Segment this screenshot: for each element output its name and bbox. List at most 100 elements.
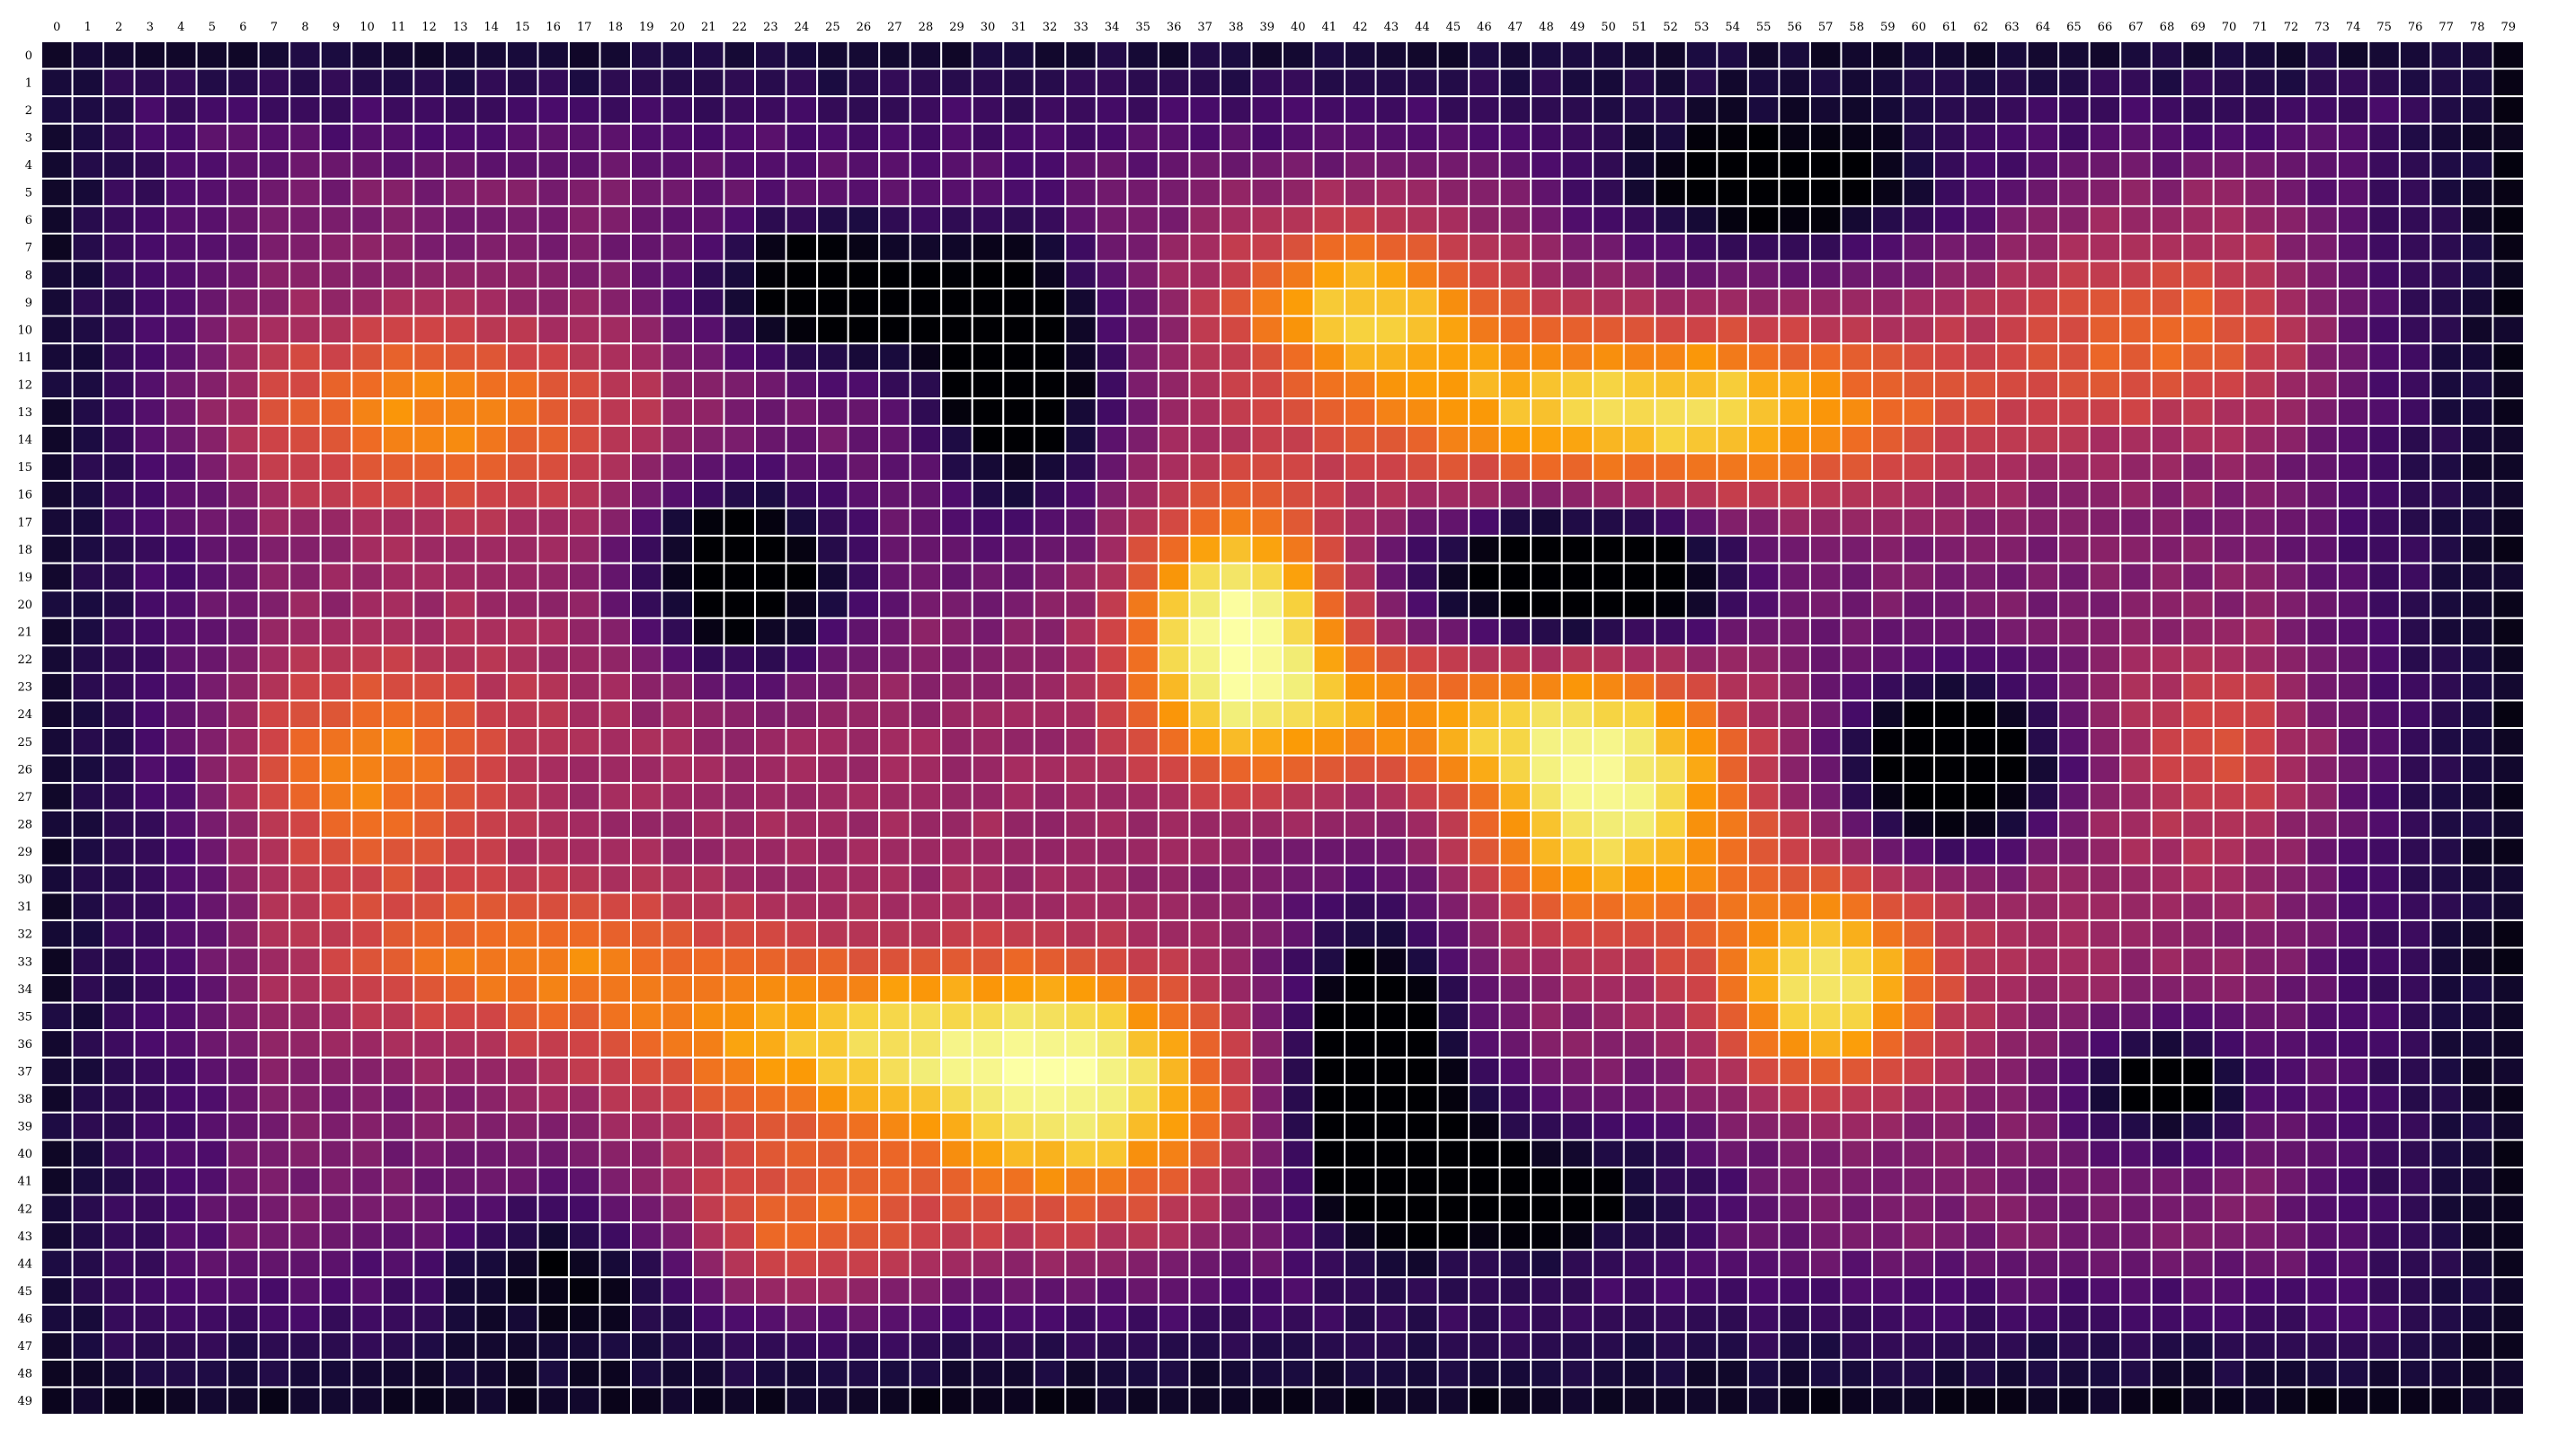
heatmap-cell — [164, 1001, 198, 1032]
heatmap-cell — [661, 617, 695, 647]
heatmap-cell — [71, 1139, 105, 1168]
heatmap-cell — [1282, 946, 1315, 977]
heatmap-cell — [2367, 1194, 2401, 1224]
heatmap-cell — [971, 424, 1005, 455]
heatmap-cell — [40, 1029, 74, 1059]
heatmap-cell — [692, 782, 725, 812]
heatmap-cell — [257, 699, 291, 730]
heatmap-cell — [2212, 946, 2246, 977]
heatmap-cell — [816, 315, 849, 345]
heatmap-cell — [505, 535, 539, 564]
heatmap-cell — [1002, 122, 1035, 153]
heatmap-cell — [319, 424, 353, 455]
heatmap-cell — [1406, 1194, 1439, 1224]
heatmap-cell — [1002, 1386, 1035, 1416]
heatmap-cell — [226, 452, 260, 482]
x-tick-label: 57 — [1818, 21, 1834, 34]
heatmap-cell — [1654, 315, 1687, 345]
heatmap-cell — [1312, 837, 1346, 866]
heatmap-cell — [1188, 946, 1221, 977]
heatmap-cell — [257, 919, 291, 949]
heatmap-cell — [629, 1001, 663, 1032]
heatmap-cell — [1033, 95, 1067, 125]
heatmap-cell — [1684, 1166, 1719, 1196]
heatmap-cell — [1374, 67, 1408, 98]
heatmap-cell — [71, 1276, 105, 1306]
heatmap-cell — [475, 535, 508, 564]
heatmap-cell — [1716, 452, 1749, 482]
heatmap-cell — [1840, 479, 1873, 510]
heatmap-cell — [1344, 644, 1377, 674]
heatmap-cell — [1312, 177, 1346, 208]
heatmap-cell — [2429, 260, 2463, 290]
heatmap-cell — [2243, 424, 2277, 455]
heatmap-cell — [2305, 95, 2339, 125]
heatmap-cell — [661, 95, 695, 125]
heatmap-cell — [1002, 671, 1035, 702]
heatmap-cell — [2119, 1084, 2153, 1114]
heatmap-cell — [940, 1303, 973, 1334]
heatmap-cell — [692, 727, 725, 757]
heatmap-cell — [2212, 1194, 2246, 1224]
x-tick-label: 17 — [577, 21, 592, 34]
heatmap-cell — [381, 177, 415, 208]
heatmap-cell — [2398, 342, 2432, 372]
heatmap-cell — [1622, 617, 1657, 647]
heatmap-cell — [909, 562, 943, 592]
heatmap-cell — [1344, 1084, 1377, 1114]
heatmap-cell — [661, 727, 695, 757]
x-tick-label: 49 — [1570, 21, 1586, 34]
heatmap-cell — [2460, 177, 2494, 208]
heatmap-cell — [754, 919, 787, 949]
heatmap-cell — [195, 754, 229, 785]
heatmap-cell — [940, 809, 973, 839]
heatmap-cell — [102, 342, 136, 372]
heatmap-cell — [1468, 1303, 1501, 1334]
heatmap-cell — [1468, 452, 1501, 482]
heatmap-cell — [102, 946, 136, 977]
heatmap-cell — [1840, 1056, 1873, 1087]
heatmap-cell — [1188, 1248, 1221, 1279]
heatmap-cell — [2460, 727, 2494, 757]
heatmap-cell — [2212, 562, 2246, 592]
heatmap-cell — [226, 1194, 260, 1224]
heatmap-cell — [257, 40, 291, 70]
heatmap-cell — [723, 452, 757, 482]
heatmap-cell — [1808, 754, 1843, 785]
heatmap-cell — [381, 122, 415, 153]
heatmap-cell — [1995, 205, 2029, 235]
heatmap-cell — [133, 452, 167, 482]
heatmap-cell — [1064, 507, 1097, 537]
heatmap-cell — [2026, 150, 2060, 180]
heatmap-cell — [1622, 1056, 1657, 1087]
heatmap-cell — [164, 424, 198, 455]
heatmap-cell — [381, 974, 415, 1004]
heatmap-cell — [1219, 452, 1253, 482]
heatmap-cell — [1964, 507, 1998, 537]
heatmap-cell — [257, 1303, 291, 1334]
heatmap-cell — [1746, 507, 1781, 537]
heatmap-cell — [443, 644, 477, 674]
heatmap-cell — [1840, 837, 1873, 866]
heatmap-cell — [2088, 260, 2122, 290]
heatmap-cell — [505, 727, 539, 757]
heatmap-cell — [1002, 452, 1035, 482]
heatmap-cell — [1592, 644, 1625, 674]
heatmap-cell — [1964, 177, 1998, 208]
heatmap-cell — [2181, 1221, 2215, 1251]
heatmap-cell — [2460, 342, 2494, 372]
heatmap-cell — [1870, 727, 1905, 757]
heatmap-cell — [413, 1386, 446, 1416]
heatmap-cell — [2367, 562, 2401, 592]
heatmap-cell — [1126, 1276, 1159, 1306]
heatmap-cell — [2492, 535, 2525, 564]
heatmap-cell — [1716, 507, 1749, 537]
heatmap-cell — [2336, 892, 2370, 921]
heatmap-cell — [909, 1139, 943, 1168]
heatmap-cell — [1157, 1331, 1191, 1361]
heatmap-cell — [1282, 727, 1315, 757]
heatmap-cell — [692, 1331, 725, 1361]
heatmap-cell — [1126, 837, 1159, 866]
heatmap-cell — [2181, 1386, 2215, 1416]
heatmap-cell — [1560, 1139, 1594, 1168]
